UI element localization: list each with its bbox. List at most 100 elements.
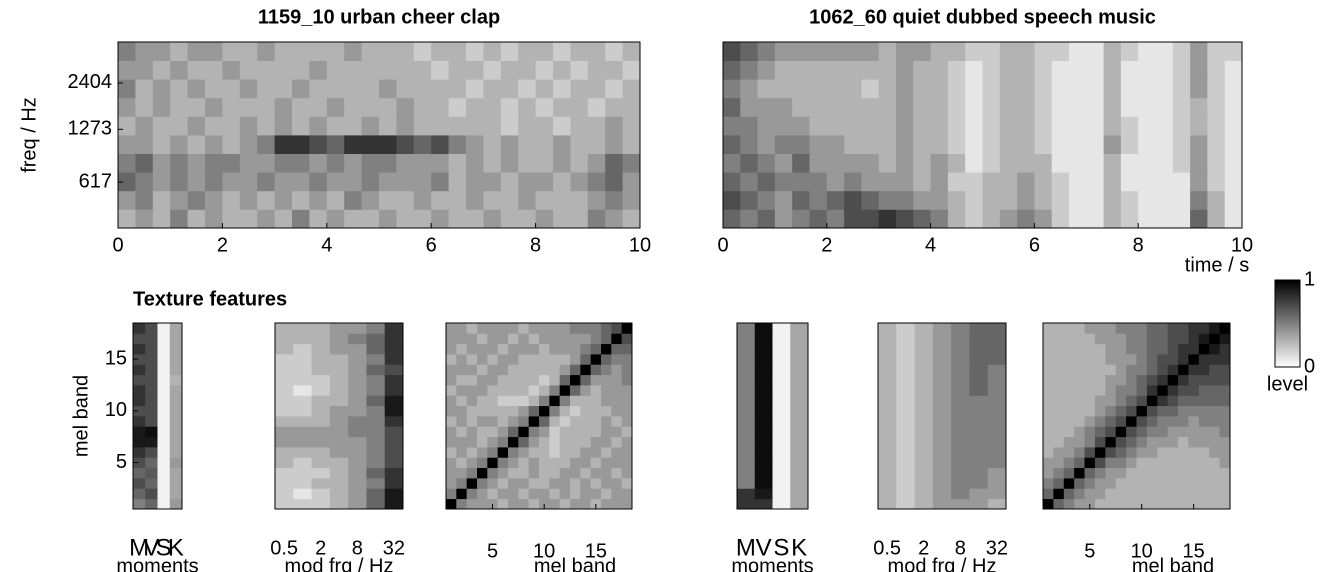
- chart-title: 1159_10 urban cheer clap: [258, 6, 500, 28]
- heat-cell: [1209, 467, 1221, 479]
- heat-cell: [1084, 457, 1096, 469]
- heat-cell: [772, 478, 791, 489]
- heat-cell: [844, 172, 862, 192]
- heat-cell: [580, 416, 592, 427]
- heat-cell: [1084, 478, 1096, 489]
- heat-cell: [969, 436, 989, 448]
- heat-cell: [311, 457, 331, 469]
- heat-cell: [396, 116, 415, 136]
- heat-cell: [1136, 447, 1148, 458]
- heat-cell: [1069, 79, 1087, 99]
- y-tick-label: 15: [105, 347, 127, 369]
- heat-cell: [896, 457, 915, 469]
- heat-cell: [553, 153, 571, 173]
- heat-cell: [559, 488, 571, 500]
- heat-cell: [1188, 343, 1200, 355]
- heat-cell: [508, 343, 519, 355]
- heat-cell: [740, 42, 758, 61]
- heat-cell: [1209, 323, 1221, 334]
- heat-cell: [878, 135, 897, 154]
- heat-cell: [1074, 488, 1085, 500]
- heat-cell: [1167, 478, 1179, 489]
- heat-cell: [809, 209, 828, 229]
- heat-cell: [1094, 478, 1106, 489]
- heat-cell: [559, 467, 571, 479]
- heat-cell: [413, 172, 432, 192]
- heat-cell: [737, 374, 756, 386]
- heat-cell: [1115, 447, 1127, 458]
- heat-cell: [309, 97, 328, 117]
- heat-cell: [1209, 416, 1221, 427]
- heat-cell: [999, 135, 1018, 154]
- heat-cell: [965, 116, 983, 136]
- heat-cell: [1188, 447, 1200, 458]
- heat-cell: [1043, 478, 1054, 489]
- heat-cell: [809, 97, 828, 117]
- heat-cell: [508, 457, 519, 469]
- heat-cell: [1126, 395, 1137, 407]
- heat-cell: [982, 97, 1001, 117]
- heat-cell: [1136, 478, 1148, 489]
- heat-cell: [1146, 323, 1158, 334]
- heat-cell: [982, 116, 1001, 136]
- heat-cell: [157, 416, 171, 427]
- heat-cell: [947, 209, 966, 229]
- heat-cell: [570, 116, 589, 136]
- heat-cell: [1138, 153, 1156, 173]
- heat-cell: [205, 135, 223, 154]
- heat-cell: [118, 116, 136, 136]
- heat-cell: [133, 416, 146, 427]
- heat-cell: [611, 426, 623, 438]
- heat-cell: [133, 447, 146, 458]
- heat-cell: [774, 135, 793, 154]
- heat-cell: [913, 172, 931, 192]
- heat-cell: [932, 488, 952, 500]
- heat-cell: [896, 385, 915, 396]
- heat-cell: [487, 343, 499, 355]
- heat-cell: [932, 457, 952, 469]
- heat-cell: [1136, 405, 1148, 417]
- heat-cell: [549, 323, 561, 334]
- heat-cell: [914, 374, 934, 386]
- heat-cell: [1086, 79, 1104, 99]
- heat-cell: [601, 395, 612, 407]
- heat-cell: [1034, 116, 1053, 136]
- heat-cell: [622, 135, 641, 154]
- heat-cell: [1157, 405, 1169, 417]
- heat-cell: [1063, 498, 1075, 510]
- heat-cell: [621, 478, 633, 489]
- heat-cell: [1209, 447, 1221, 458]
- heat-cell: [145, 416, 158, 427]
- heat-cell: [1069, 172, 1087, 192]
- heat-cell: [497, 416, 509, 427]
- heat-cell: [951, 385, 970, 396]
- heat-cell: [930, 135, 949, 154]
- heat-cell: [293, 354, 312, 365]
- heat-cell: [309, 116, 328, 136]
- heat-cell: [456, 333, 468, 345]
- heat-cell: [1086, 209, 1104, 229]
- heat-cell: [448, 209, 467, 229]
- heat-cell: [932, 416, 952, 427]
- heat-cell: [878, 42, 897, 61]
- heat-cell: [982, 135, 1001, 154]
- heat-cell: [1086, 135, 1104, 154]
- heat-cell: [157, 395, 171, 407]
- heat-cell: [1069, 209, 1087, 229]
- heat-cell: [133, 405, 146, 417]
- heat-cell: [549, 364, 561, 376]
- heat-cell: [518, 498, 530, 510]
- x-tick-label: 15: [585, 540, 607, 562]
- heat-cell: [293, 333, 312, 345]
- heat-cell: [772, 374, 791, 386]
- heat-cell: [361, 60, 380, 80]
- heat-cell: [792, 190, 810, 210]
- heat-cell: [169, 498, 183, 510]
- heat-cell: [605, 153, 623, 173]
- heat-cell: [118, 190, 136, 210]
- heat-cell: [1069, 153, 1087, 173]
- heat-cell: [1155, 172, 1174, 192]
- heat-cell: [311, 333, 331, 345]
- heat-cell: [466, 364, 478, 376]
- heat-cell: [448, 135, 467, 154]
